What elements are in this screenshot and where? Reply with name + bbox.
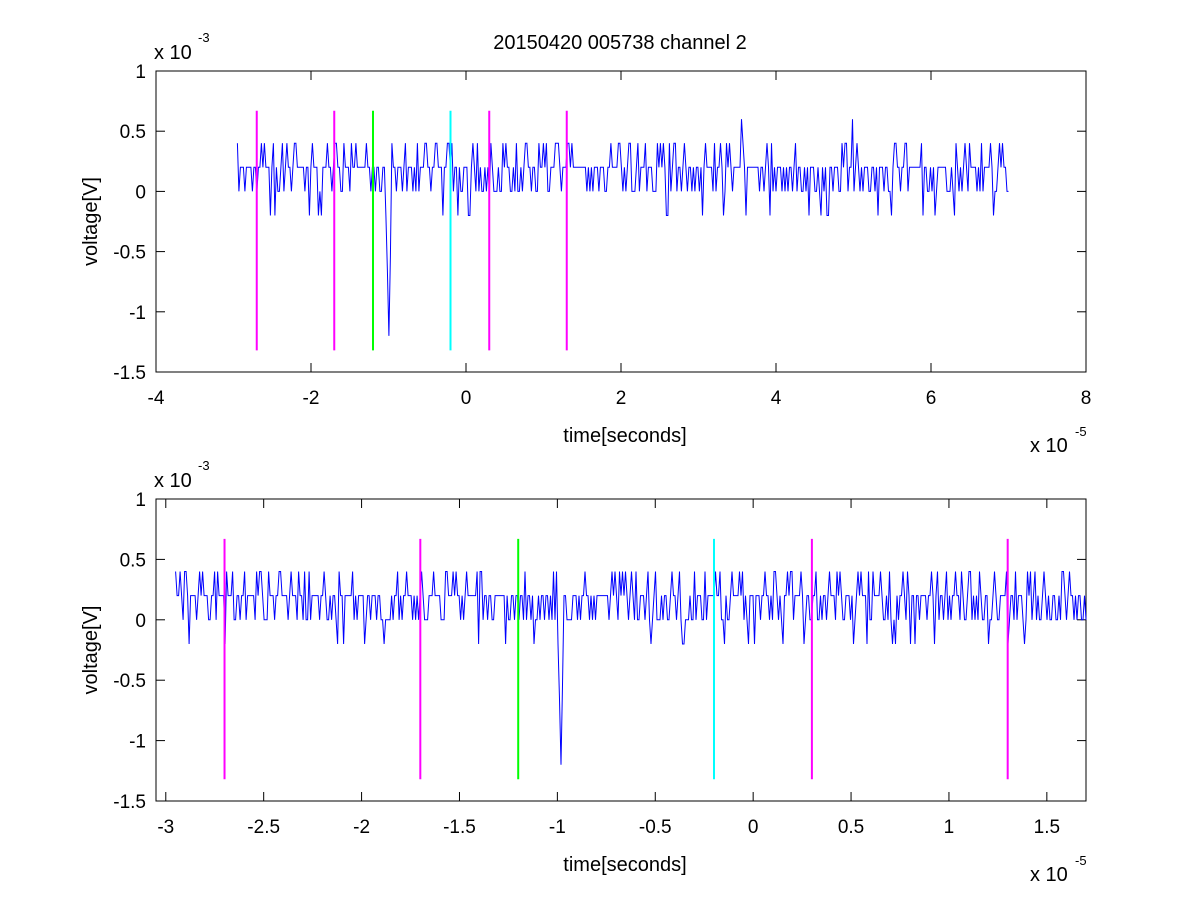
x-tick-label: 8 [1081, 388, 1092, 409]
bottom-axes: -3 -2.5 -2 -1.5 -1 -0.5 0 0.5 1 1.5 -1.5 -1 -0.5 0 0.5… [80, 458, 1087, 886]
y-tick-label: 0.5 [120, 550, 146, 571]
y-multiplier: x 10 [154, 42, 192, 64]
x-tick-label: -4 [148, 388, 165, 409]
x-tick-label: -2 [353, 817, 370, 838]
x-axis-label: time[seconds] [563, 854, 686, 876]
y-tick-label: -1 [129, 303, 146, 324]
y-axis-label: voltage[V] [80, 606, 102, 695]
x-tick-label: 2 [616, 388, 627, 409]
x-tick-label: -3 [157, 817, 174, 838]
x-tick-label: 6 [926, 388, 937, 409]
x-tick-label: 1.5 [1034, 817, 1060, 838]
y-tick-label: 1 [135, 62, 146, 83]
x-exponent: -5 [1075, 853, 1087, 868]
y-axis-label: voltage[V] [80, 177, 102, 266]
y-exponent: -3 [198, 30, 210, 45]
x-multiplier: x 10 [1030, 435, 1068, 457]
y-tick-label: 0 [135, 611, 146, 632]
y-tick-label: -1.5 [113, 792, 146, 813]
y-multiplier: x 10 [154, 470, 192, 492]
x-tick-label: -1.5 [443, 817, 476, 838]
y-tick-label: 0.5 [120, 122, 146, 143]
x-tick-label: 1 [944, 817, 955, 838]
x-axis-label: time[seconds] [563, 425, 686, 447]
x-tick-label: 4 [771, 388, 782, 409]
y-tick-label: 0 [135, 182, 146, 203]
x-tick-label: -2 [303, 388, 320, 409]
y-tick-label: -1 [129, 732, 146, 753]
y-tick-label: 1 [135, 490, 146, 511]
x-exponent: -5 [1075, 424, 1087, 439]
x-tick-label: 0.5 [838, 817, 864, 838]
signal-series-line [236, 119, 1009, 336]
plot-area [155, 498, 1087, 802]
x-tick-label: -1 [549, 817, 566, 838]
plot-area [155, 70, 1087, 373]
y-tick-label: -0.5 [113, 671, 146, 692]
x-tick-label: -2.5 [247, 817, 280, 838]
y-exponent: -3 [198, 458, 210, 473]
x-tick-label: 0 [461, 388, 472, 409]
y-tick-label: -1.5 [113, 363, 146, 384]
top-axes: -4 -2 0 2 4 6 8 -1.5 -1 -0.5 0 0.5 1 time[seconds] vol… [80, 30, 1091, 457]
y-tick-label: -0.5 [113, 243, 146, 264]
figure-title: 20150420 005738 channel 2 [493, 32, 747, 54]
x-tick-label: -0.5 [639, 817, 672, 838]
x-tick-label: 0 [748, 817, 759, 838]
signal-series-line [175, 571, 1087, 765]
x-multiplier: x 10 [1030, 864, 1068, 886]
